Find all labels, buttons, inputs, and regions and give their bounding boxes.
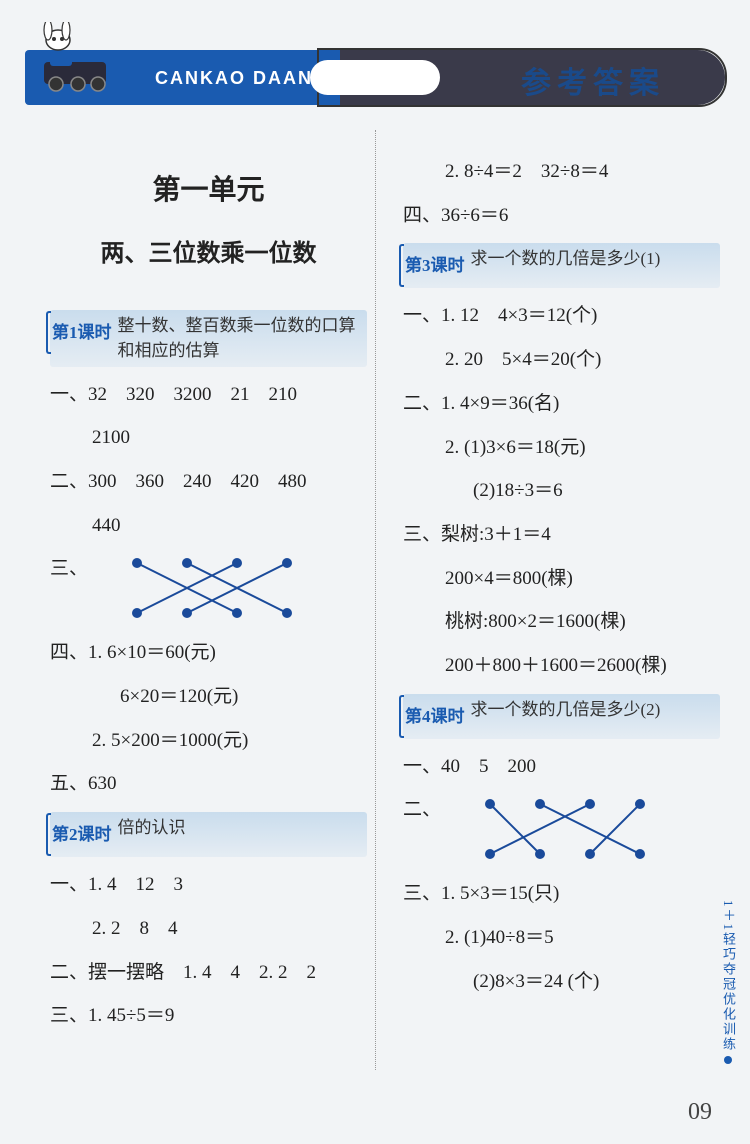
answer-line: 二、300 360 240 420 480	[50, 460, 367, 504]
page-number: 09	[688, 1099, 712, 1126]
answer-line: 440	[50, 504, 367, 548]
lesson-4-header: 第4课时 求一个数的几倍是多少(2)	[403, 694, 720, 739]
lesson-title: 求一个数的几倍是多少(2)	[471, 697, 661, 723]
lesson-1-header: 第1课时 整十数、整百数乘一位数的口算和相应的估算	[50, 310, 367, 367]
answer-line: 2. 2 8 4	[50, 907, 367, 951]
answer-line: 四、36÷6＝6	[403, 194, 720, 238]
answer-line: 三、	[50, 547, 367, 631]
answer-line: 一、32 320 3200 21 210	[50, 373, 367, 417]
unit-title: 第一单元	[50, 158, 367, 222]
answer-line: 三、1. 5×3＝15(只)	[403, 872, 720, 916]
answer-line: 一、1. 4 12 3	[50, 863, 367, 907]
answer-line: 一、40 5 200	[403, 745, 720, 789]
mascot-icon	[30, 22, 120, 92]
answer-line: 一、1. 12 4×3＝12(个)	[403, 294, 720, 338]
lesson-title: 倍的认识	[118, 815, 186, 841]
side-text-label: 1＋1轻巧夺冠优化训练	[721, 900, 736, 1052]
header-title: 参考答案	[521, 58, 665, 102]
matching-diagram	[480, 796, 660, 862]
answer-line: 五、630	[50, 762, 367, 806]
lesson-tag: 第4课时	[405, 697, 465, 736]
label: 三、	[50, 558, 88, 579]
answer-line: 2. 8÷4＝2 32÷8＝4	[403, 150, 720, 194]
answer-line: (2)18÷3＝6	[403, 469, 720, 513]
unit-subtitle: 两、三位数乘一位数	[50, 226, 367, 281]
answer-line: 2100	[50, 416, 367, 460]
answer-line: 三、梨树:3＋1＝4	[403, 513, 720, 557]
answer-line: 桃树:800×2＝1600(棵)	[403, 600, 720, 644]
lesson-title: 整十数、整百数乘一位数的口算和相应的估算	[118, 313, 362, 364]
lesson-tag: 第3课时	[405, 246, 465, 285]
answer-line: 2. (1)3×6＝18(元)	[403, 426, 720, 470]
answer-line: 2. (1)40÷8＝5	[403, 916, 720, 960]
lesson-tag: 第1课时	[52, 313, 112, 352]
answer-line: 2. 5×200＝1000(元)	[50, 719, 367, 763]
header-banner: CANKAO DAAN 参考答案	[25, 50, 725, 105]
header: CANKAO DAAN 参考答案	[0, 30, 750, 130]
column-divider	[375, 130, 376, 1070]
header-pinyin: CANKAO DAAN	[155, 68, 313, 89]
side-dot-icon	[724, 1056, 732, 1064]
right-column: 2. 8÷4＝2 32÷8＝4 四、36÷6＝6 第3课时 求一个数的几倍是多少…	[385, 150, 720, 1038]
side-text: 1＋1轻巧夺冠优化训练	[719, 900, 738, 1064]
answer-line: 三、1. 45÷5＝9	[50, 994, 367, 1038]
matching-diagram	[127, 555, 307, 621]
answer-line: (2)8×3＝24 (个)	[403, 960, 720, 1004]
answer-line: 二、摆一摆略 1. 4 4 2. 2 2	[50, 951, 367, 995]
content: 第一单元 两、三位数乘一位数 第1课时 整十数、整百数乘一位数的口算和相应的估算…	[0, 130, 750, 1038]
answer-line: 6×20＝120(元)	[50, 675, 367, 719]
header-white-pill	[310, 60, 440, 95]
answer-line: 2. 20 5×4＝20(个)	[403, 338, 720, 382]
answer-line: 二、1. 4×9＝36(名)	[403, 382, 720, 426]
answer-line: 二、	[403, 788, 720, 872]
lesson-2-header: 第2课时 倍的认识	[50, 812, 367, 857]
left-column: 第一单元 两、三位数乘一位数 第1课时 整十数、整百数乘一位数的口算和相应的估算…	[50, 150, 385, 1038]
answer-line: 200×4＝800(棵)	[403, 557, 720, 601]
answer-line: 四、1. 6×10＝60(元)	[50, 631, 367, 675]
label: 二、	[403, 799, 441, 820]
answer-line: 200＋800＋1600＝2600(棵)	[403, 644, 720, 688]
lesson-3-header: 第3课时 求一个数的几倍是多少(1)	[403, 243, 720, 288]
lesson-title: 求一个数的几倍是多少(1)	[471, 246, 661, 272]
lesson-tag: 第2课时	[52, 815, 112, 854]
